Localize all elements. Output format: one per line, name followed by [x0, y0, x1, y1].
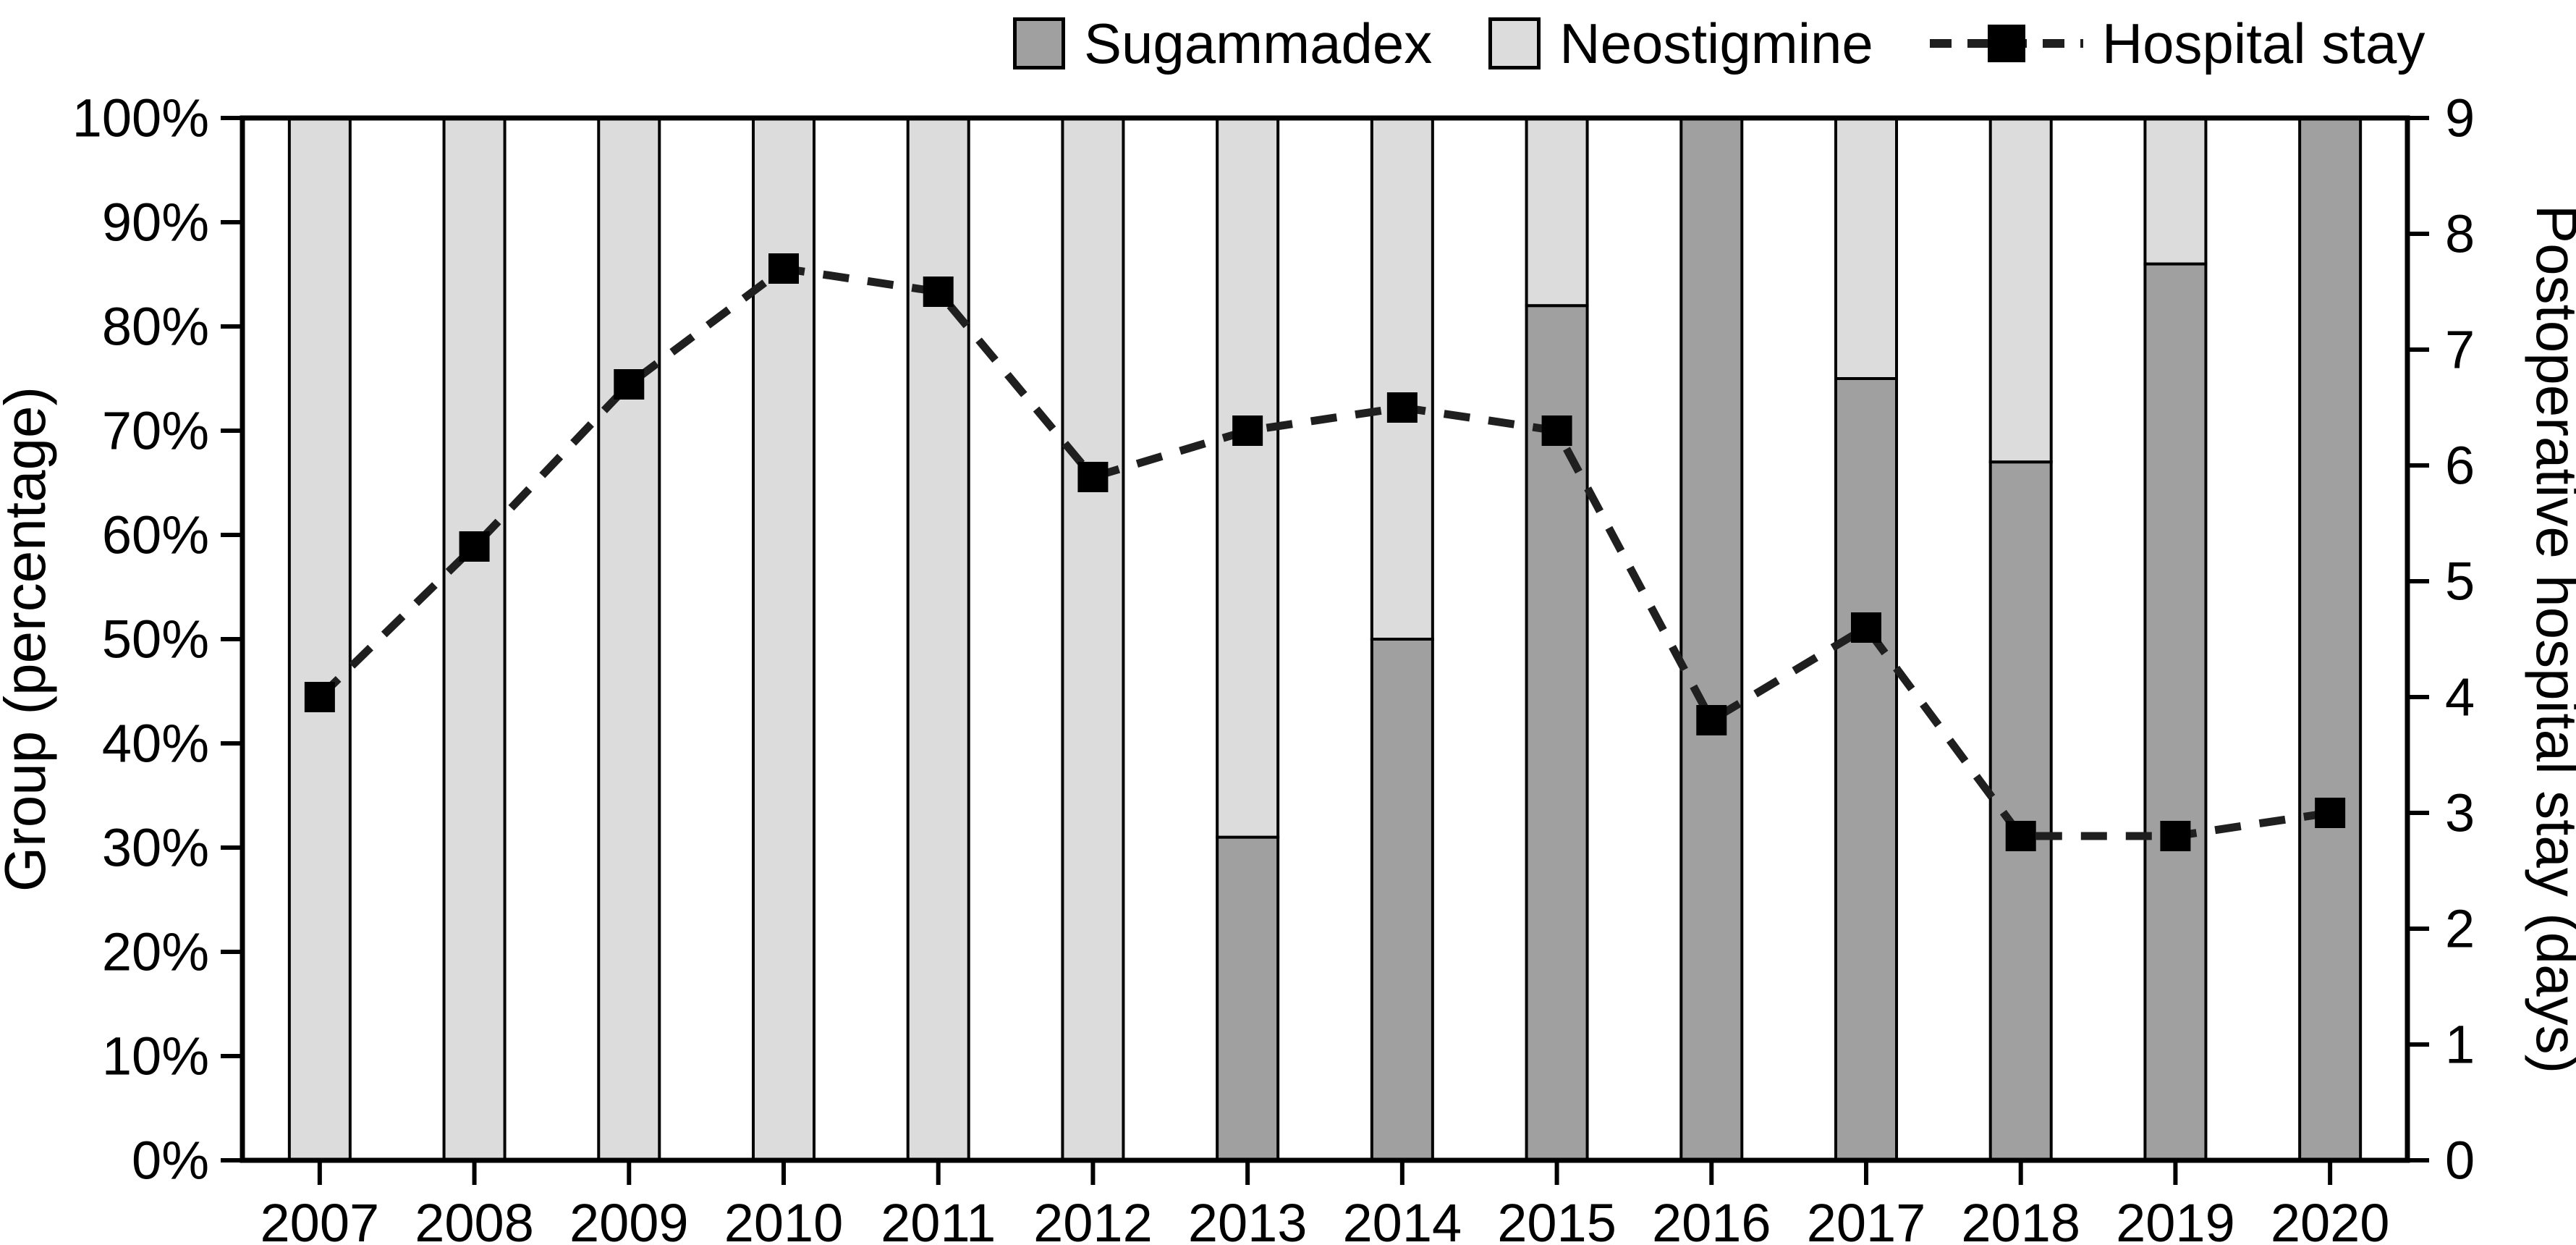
- right-axis-tick-label-9: 9: [2445, 88, 2475, 148]
- bar-2018-neostigmine: [1988, 117, 2053, 464]
- bar-2007-neostigmine: [287, 117, 352, 1162]
- hospital-stay-marker-2014: [1386, 392, 1418, 423]
- bar-2017-sugammadex: [1834, 377, 1898, 1162]
- left-axis-tick-label-100: 100%: [72, 88, 209, 148]
- bar-2018-sugammadex: [1988, 460, 2053, 1162]
- right-axis-tick-label-2: 2: [2445, 899, 2475, 959]
- right-axis-tick-label-8: 8: [2445, 204, 2475, 264]
- bar-2015-neostigmine: [1525, 117, 1589, 308]
- x-axis-tick-label-2017: 2017: [1807, 1193, 1926, 1245]
- right-axis-tick-label-0: 0: [2445, 1131, 2475, 1191]
- sugammadex-swatch-icon: [1013, 17, 1065, 69]
- bar-2013-neostigmine: [1216, 117, 1280, 839]
- legend-label-sugammadex: Sugammadex: [1084, 12, 1433, 75]
- hospital-stay-marker-2020: [2315, 798, 2346, 828]
- bar-2009-neostigmine: [597, 117, 661, 1162]
- bar-2019-sugammadex: [2143, 262, 2208, 1162]
- left-axis-tick-label-80: 80%: [102, 297, 209, 357]
- bar-2013-sugammadex: [1216, 835, 1280, 1162]
- bar-2014-sugammadex: [1370, 638, 1434, 1162]
- bar-2010-neostigmine: [752, 117, 815, 1162]
- right-axis-tick-label-1: 1: [2445, 1015, 2475, 1075]
- hospital-stay-marker-2013: [1232, 415, 1263, 446]
- bar-2012-neostigmine: [1061, 117, 1125, 1162]
- bar-2008-neostigmine: [442, 117, 507, 1162]
- x-axis-tick-label-2008: 2008: [415, 1193, 534, 1245]
- right-axis-title: Postoperative hospital stay (days): [2525, 205, 2576, 1074]
- right-axis-tick-label-6: 6: [2445, 436, 2475, 496]
- left-axis-tick-label-60: 60%: [102, 505, 209, 565]
- x-axis-tick-label-2012: 2012: [1033, 1193, 1153, 1245]
- dashed-line-marker-icon: [1929, 25, 2083, 62]
- left-axis-tick-label-90: 90%: [102, 193, 209, 253]
- left-axis-tick-label-40: 40%: [102, 714, 209, 774]
- left-axis-title: Group (percentage): [0, 387, 57, 892]
- legend-item-neostigmine: Neostigmine: [1488, 15, 1873, 72]
- x-axis-tick-label-2018: 2018: [1961, 1193, 2080, 1245]
- plot-border: [240, 115, 2410, 1163]
- neostigmine-swatch-icon: [1488, 17, 1541, 69]
- hospital-stay-marker-2011: [923, 277, 954, 307]
- x-axis-tick-label-2013: 2013: [1188, 1193, 1308, 1245]
- bar-2011-neostigmine: [906, 117, 970, 1162]
- left-axis-tick-label-50: 50%: [102, 609, 209, 670]
- right-axis-tick-label-7: 7: [2445, 320, 2475, 380]
- right-axis-tick-label-5: 5: [2445, 552, 2475, 612]
- left-axis-tick-label-30: 30%: [102, 818, 209, 878]
- bar-2016-sugammadex: [1679, 117, 1744, 1162]
- hospital-stay-marker-2015: [1541, 415, 1572, 446]
- hospital-stay-marker-2009: [614, 369, 645, 400]
- hospital-stay-marker-2019: [2160, 821, 2191, 851]
- x-axis-tick-label-2010: 2010: [724, 1193, 844, 1245]
- hospital-stay-marker-2010: [768, 253, 799, 284]
- hospital-stay-marker-2008: [459, 531, 490, 562]
- bar-2014-neostigmine: [1370, 117, 1434, 641]
- x-axis-tick-label-2011: 2011: [881, 1193, 996, 1245]
- x-axis-tick-label-2014: 2014: [1343, 1193, 1462, 1245]
- x-axis-tick-label-2015: 2015: [1497, 1193, 1617, 1245]
- bar-2019-neostigmine: [2143, 117, 2208, 266]
- bar-2015-sugammadex: [1525, 304, 1589, 1162]
- hospital-stay-marker-2012: [1077, 462, 1109, 492]
- left-axis-tick-label-20: 20%: [102, 922, 209, 982]
- left-axis-tick-label-0: 0%: [132, 1131, 209, 1191]
- right-axis-tick-label-3: 3: [2445, 783, 2475, 843]
- x-axis-tick-label-2016: 2016: [1652, 1193, 1771, 1245]
- left-axis-tick-label-10: 10%: [102, 1026, 209, 1086]
- left-axis-tick-label-70: 70%: [102, 401, 209, 461]
- legend-label-neostigmine: Neostigmine: [1559, 12, 1873, 75]
- x-axis-tick-label-2020: 2020: [2271, 1193, 2390, 1245]
- x-axis-tick-label-2019: 2019: [2116, 1193, 2235, 1245]
- legend-label-hospital-stay: Hospital stay: [2101, 12, 2425, 75]
- bar-2017-neostigmine: [1834, 117, 1898, 380]
- hospital-stay-marker-2017: [1851, 612, 1881, 643]
- bar-2020-sugammadex: [2298, 117, 2363, 1162]
- hospital-stay-marker-2016: [1696, 705, 1727, 735]
- x-axis-tick-label-2009: 2009: [569, 1193, 689, 1245]
- hospital-stay-marker-2018: [2005, 821, 2036, 851]
- legend-item-sugammadex: Sugammadex: [1013, 15, 1432, 72]
- hospital-stay-line: [317, 264, 2331, 840]
- legend: Sugammadex Neostigmine Hospital stay: [1013, 6, 2425, 81]
- legend-item-hospital-stay: Hospital stay: [1929, 12, 2425, 75]
- hospital-stay-marker-2007: [304, 682, 335, 712]
- right-axis-tick-label-4: 4: [2445, 667, 2475, 727]
- x-axis-tick-label-2007: 2007: [260, 1193, 380, 1245]
